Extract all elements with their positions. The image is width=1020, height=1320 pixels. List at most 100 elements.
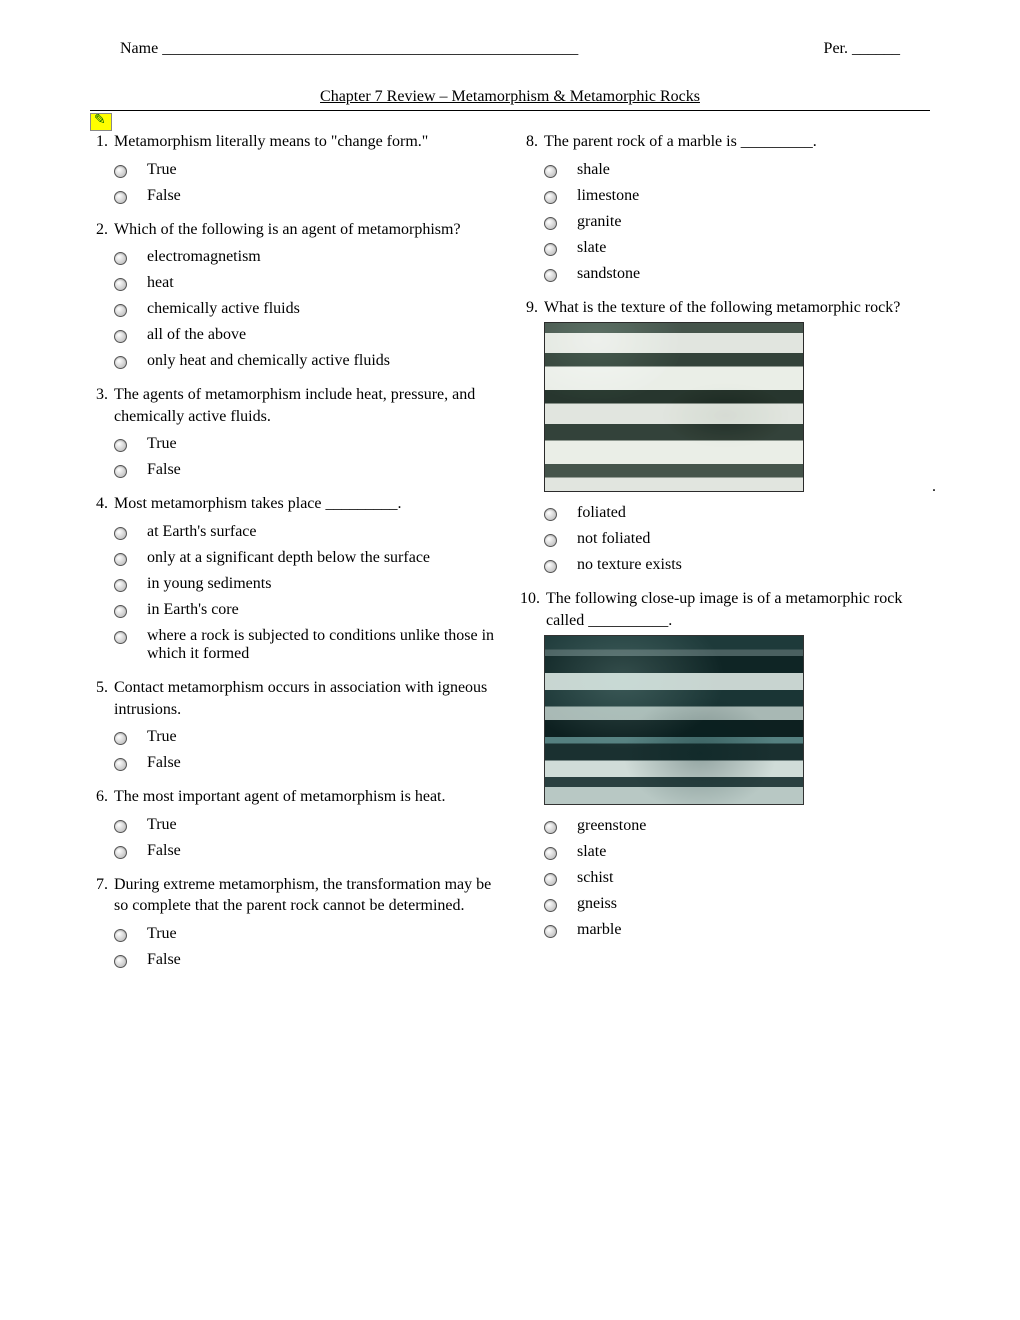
radio-button[interactable] — [114, 553, 127, 566]
question-number: 6. — [90, 786, 114, 808]
option-row: foliated — [544, 500, 930, 526]
option-label: electromagnetism — [147, 248, 261, 266]
radio-button[interactable] — [114, 820, 127, 833]
question-text: During extreme metamorphism, the transfo… — [114, 874, 500, 917]
radio-button[interactable] — [544, 508, 557, 521]
per-field-label: Per. ______ — [824, 40, 900, 58]
options-list: at Earth's surface only at a significant … — [114, 519, 500, 667]
radio-button[interactable] — [114, 304, 127, 317]
question-text: The following close-up image is of a met… — [546, 588, 930, 631]
radio-button[interactable] — [544, 534, 557, 547]
option-row: chemically active fluids — [114, 296, 500, 322]
question: 5.Contact metamorphism occurs in associa… — [90, 677, 500, 720]
radio-button[interactable] — [544, 847, 557, 860]
question-text: Metamorphism literally means to "change … — [114, 131, 500, 153]
radio-button[interactable] — [544, 165, 557, 178]
option-label: no texture exists — [577, 556, 682, 574]
radio-button[interactable] — [114, 527, 127, 540]
radio-button[interactable] — [114, 955, 127, 968]
option-row: False — [114, 183, 500, 209]
option-row: electromagnetism — [114, 244, 500, 270]
options-list: foliatednot foliatedno texture exists — [544, 500, 930, 578]
radio-button[interactable] — [114, 732, 127, 745]
option-row: granite — [544, 209, 930, 235]
option-label: chemically active fluids — [147, 300, 300, 318]
radio-button[interactable] — [114, 191, 127, 204]
option-label: True — [147, 161, 177, 179]
question-text: The agents of metamorphism include heat,… — [114, 384, 500, 427]
question-number: 7. — [90, 874, 114, 917]
options-list: True False — [114, 431, 500, 483]
radio-button[interactable] — [114, 356, 127, 369]
option-row: True — [114, 431, 500, 457]
option-row: where a rock is subjected to conditions … — [114, 623, 500, 667]
option-row: marble — [544, 917, 930, 943]
radio-button[interactable] — [114, 579, 127, 592]
option-label: where a rock is subjected to conditions … — [147, 627, 500, 663]
radio-button[interactable] — [544, 873, 557, 886]
radio-button[interactable] — [114, 758, 127, 771]
option-row: False — [114, 457, 500, 483]
option-label: foliated — [577, 504, 626, 522]
radio-button[interactable] — [114, 439, 127, 452]
question: 7.During extreme metamorphism, the trans… — [90, 874, 500, 917]
left-column: 1.Metamorphism literally means to "chang… — [90, 131, 500, 983]
option-label: schist — [577, 869, 613, 887]
question: 2.Which of the following is an agent of … — [90, 219, 500, 241]
option-label: only at a significant depth below the su… — [147, 549, 430, 567]
question-number: 4. — [90, 493, 114, 515]
option-row: True — [114, 724, 500, 750]
question: 9.What is the texture of the following m… — [520, 297, 930, 319]
option-label: at Earth's surface — [147, 523, 257, 541]
question-number: 1. — [90, 131, 114, 153]
radio-button[interactable] — [544, 243, 557, 256]
option-label: slate — [577, 239, 606, 257]
radio-button[interactable] — [544, 217, 557, 230]
right-column: 8.The parent rock of a marble is _______… — [520, 131, 930, 983]
option-row: heat — [114, 270, 500, 296]
radio-button[interactable] — [114, 465, 127, 478]
divider — [90, 110, 930, 111]
option-label: True — [147, 435, 177, 453]
option-row: slate — [544, 839, 930, 865]
option-row: True — [114, 157, 500, 183]
option-label: granite — [577, 213, 621, 231]
question-text: The parent rock of a marble is _________… — [544, 131, 930, 153]
radio-button[interactable] — [544, 925, 557, 938]
radio-button[interactable] — [544, 821, 557, 834]
radio-button[interactable] — [114, 330, 127, 343]
radio-button[interactable] — [544, 899, 557, 912]
option-row: only heat and chemically active fluids — [114, 348, 500, 374]
option-row: False — [114, 838, 500, 864]
option-label: gneiss — [577, 895, 617, 913]
option-row: no texture exists — [544, 552, 930, 578]
radio-button[interactable] — [114, 252, 127, 265]
radio-button[interactable] — [114, 929, 127, 942]
question: 6.The most important agent of metamorphi… — [90, 786, 500, 808]
option-row: True — [114, 812, 500, 838]
option-label: only heat and chemically active fluids — [147, 352, 390, 370]
option-label: False — [147, 951, 181, 969]
option-row: all of the above — [114, 322, 500, 348]
question-number: 2. — [90, 219, 114, 241]
option-label: all of the above — [147, 326, 246, 344]
radio-button[interactable] — [114, 631, 127, 644]
chapter-title: Chapter 7 Review – Metamorphism & Metamo… — [90, 88, 930, 106]
radio-button[interactable] — [544, 560, 557, 573]
radio-button[interactable] — [114, 846, 127, 859]
options-list: True False — [114, 921, 500, 973]
radio-button[interactable] — [544, 191, 557, 204]
radio-button[interactable] — [544, 269, 557, 282]
option-label: True — [147, 925, 177, 943]
question: 8.The parent rock of a marble is _______… — [520, 131, 930, 153]
question-text: Which of the following is an agent of me… — [114, 219, 500, 241]
options-list: shalelimestonegraniteslatesandstone — [544, 157, 930, 287]
question: 10.The following close-up image is of a … — [520, 588, 930, 631]
option-row: greenstone — [544, 813, 930, 839]
option-row: schist — [544, 865, 930, 891]
radio-button[interactable] — [114, 605, 127, 618]
options-list: electromagnetism heat chemically active fl… — [114, 244, 500, 374]
radio-button[interactable] — [114, 165, 127, 178]
radio-button[interactable] — [114, 278, 127, 291]
header: Name ___________________________________… — [90, 40, 930, 58]
